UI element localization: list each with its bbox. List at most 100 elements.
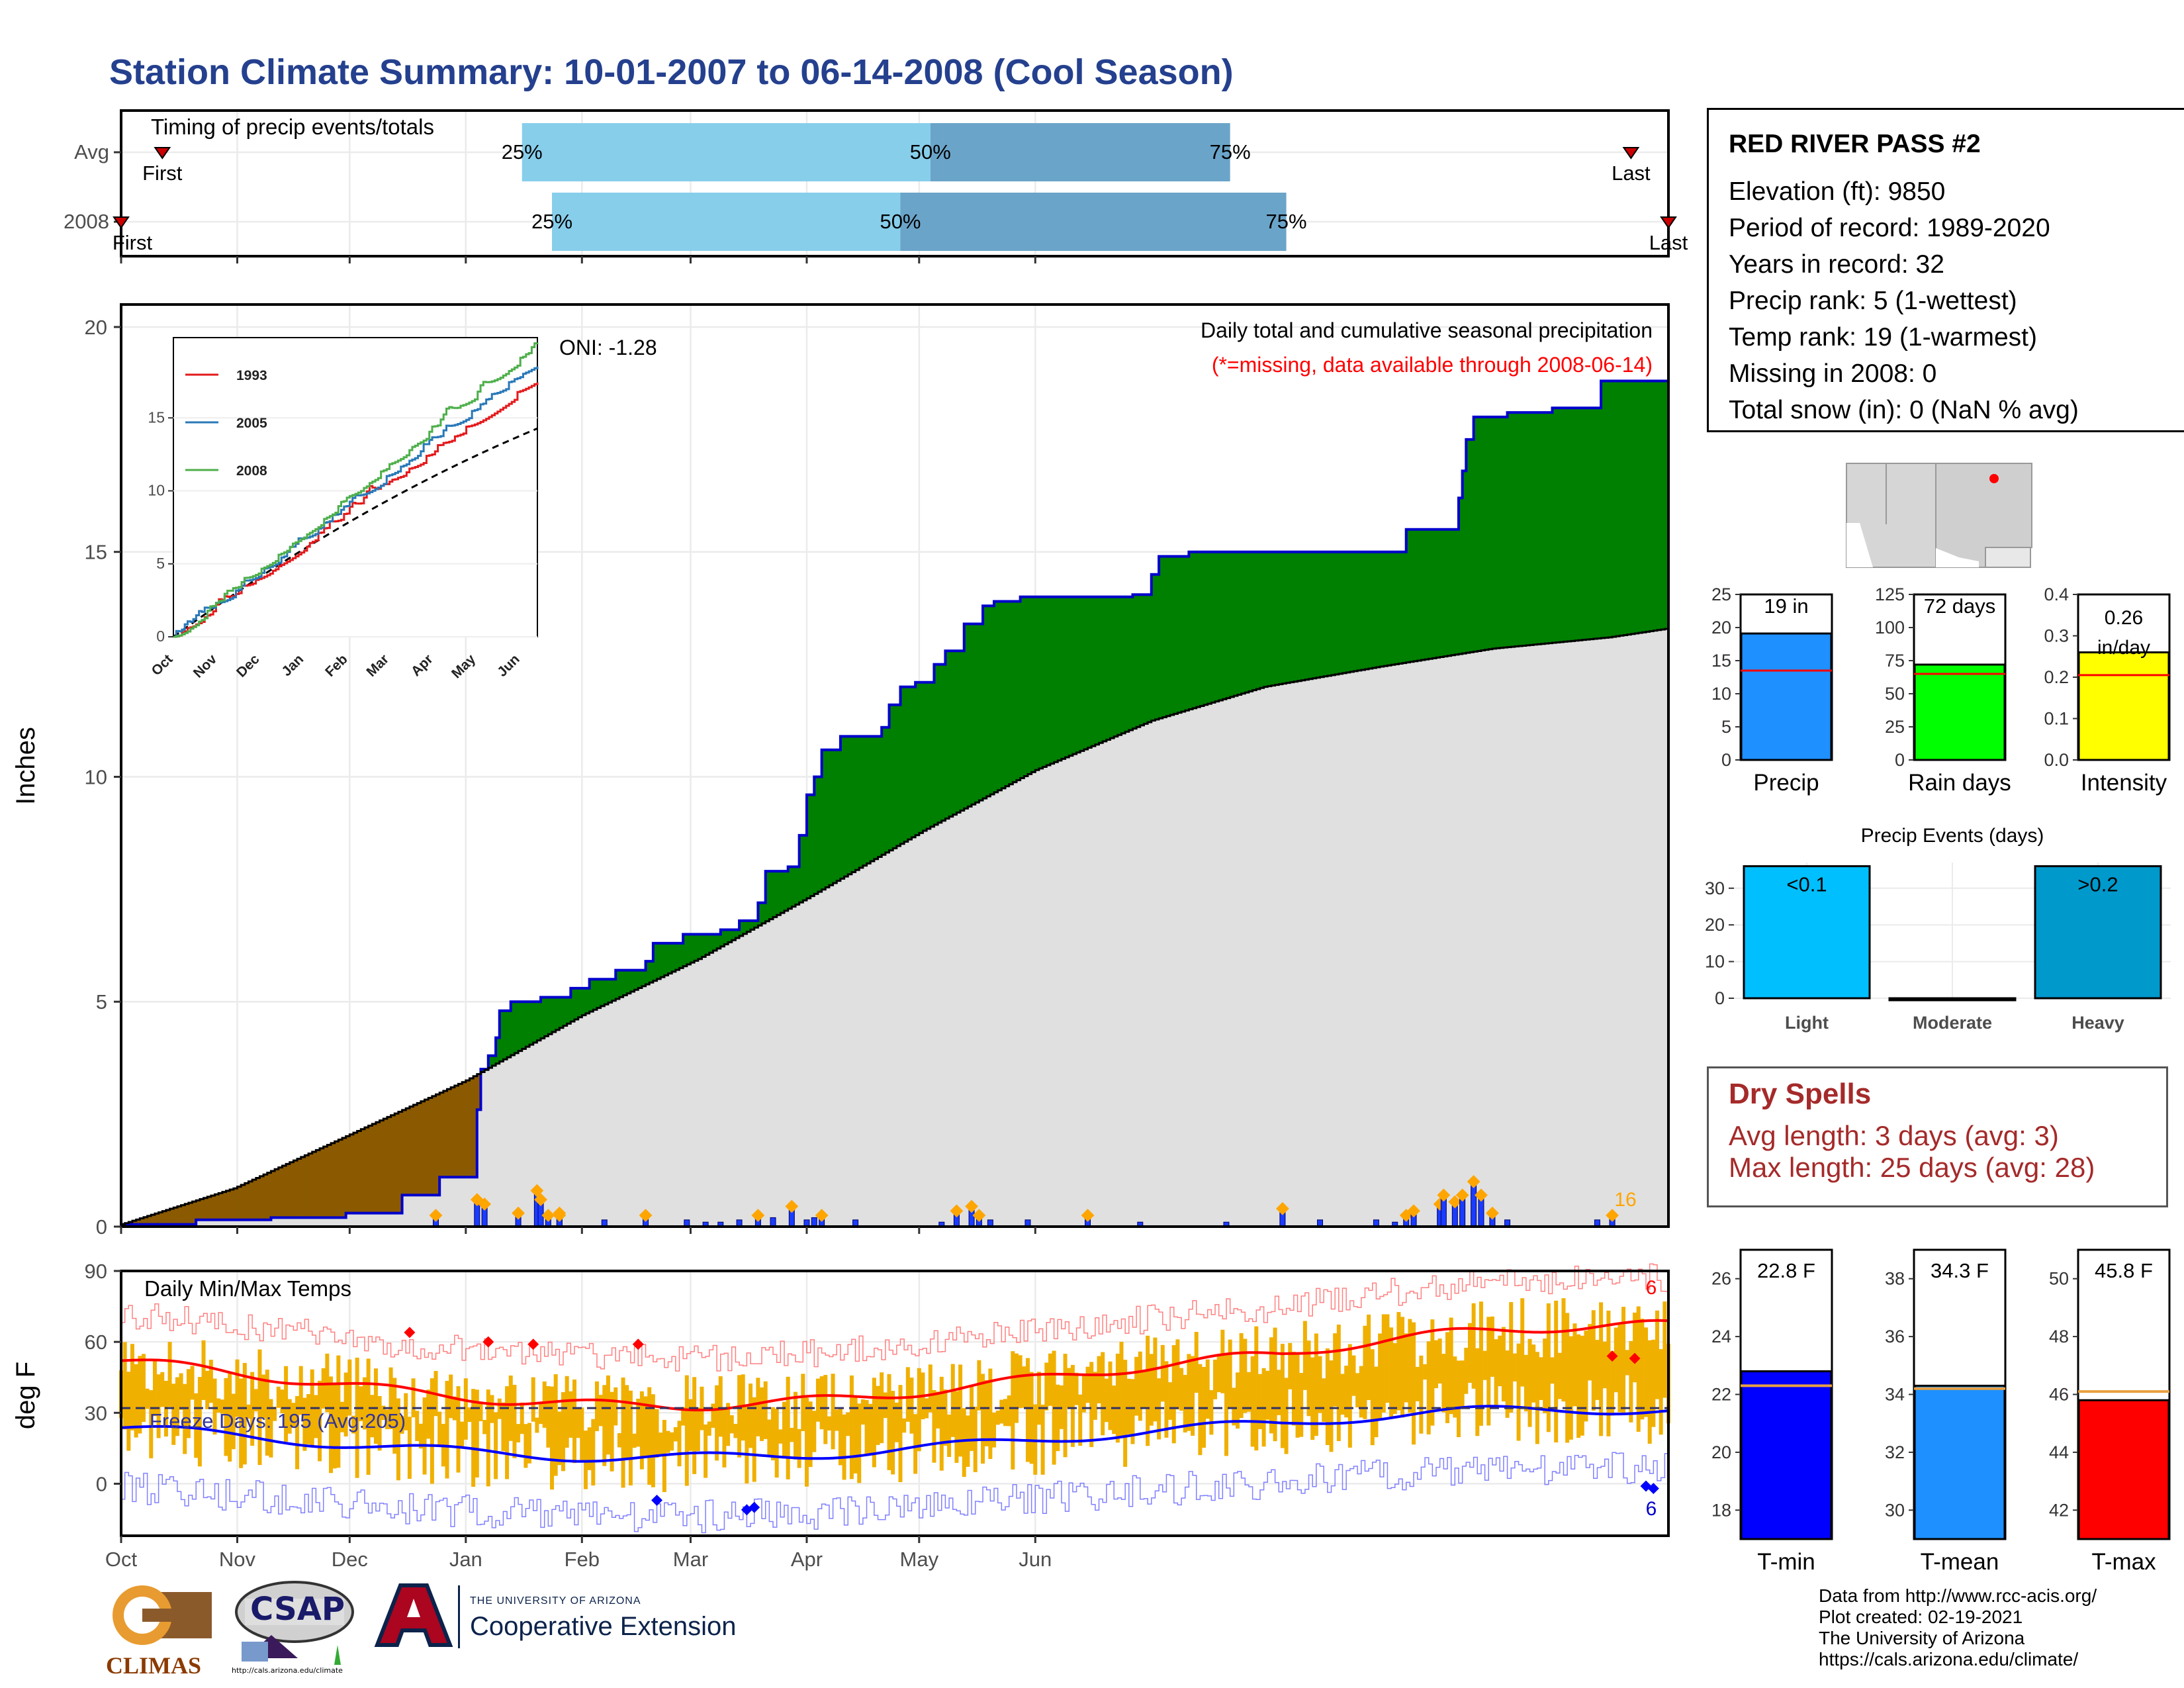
daily-temp-bar <box>1277 1370 1281 1415</box>
cumulative-diff-segment <box>612 979 616 1001</box>
daily-temp-bar <box>396 1398 400 1481</box>
cumulative-diff-segment <box>739 920 744 936</box>
cumulative-diff-segment <box>851 736 856 872</box>
cumulative-diff-segment <box>821 749 826 890</box>
cumulative-diff-segment <box>728 929 733 943</box>
timing-quartile-label: 50% <box>880 210 921 233</box>
daily-temp-bar <box>1584 1330 1588 1422</box>
dry-spells-panel: Dry Spells Avg length: 3 days (avg: 3) M… <box>1707 1066 2168 1207</box>
cumulative-diff-segment <box>1657 381 1662 630</box>
daily-temp-bar <box>265 1370 269 1456</box>
cumulative-diff-segment <box>754 920 758 928</box>
average-cumulative-area <box>121 628 1668 1227</box>
inset-y-tick: 15 <box>148 408 165 426</box>
daily-temp-bar <box>1112 1385 1116 1434</box>
cumulative-diff-segment <box>188 1202 193 1225</box>
daily-temp-bar <box>437 1411 442 1447</box>
daily-temp-bar <box>801 1374 805 1431</box>
daily-temp-bar <box>152 1359 157 1417</box>
daily-temp-bar <box>1471 1303 1476 1389</box>
cumulative-diff-segment <box>1582 408 1587 640</box>
cumulative-diff-segment <box>964 624 968 809</box>
cumulative-diff-segment <box>1125 596 1130 732</box>
daily-temp-bar <box>355 1357 359 1478</box>
daily-temp-bar <box>370 1395 375 1438</box>
daily-temp-bar <box>684 1375 689 1486</box>
events-tick-label: 0 <box>1715 988 1725 1008</box>
cumulative-diff-segment <box>1117 596 1122 735</box>
cumulative-diff-segment <box>1357 551 1362 671</box>
daily-temp-bar <box>314 1395 318 1438</box>
daily-temp-bar <box>520 1402 524 1434</box>
daily-temp-bar <box>1160 1344 1165 1402</box>
inset-legend-label: 1993 <box>236 368 267 383</box>
daily-temp-bar <box>1126 1378 1131 1434</box>
daily-temp-bar <box>1243 1338 1248 1413</box>
daily-temp-bar <box>171 1383 176 1445</box>
daily-temp-bar <box>715 1385 719 1461</box>
cumulative-diff-segment <box>1541 412 1545 644</box>
cumulative-diff-segment <box>1245 551 1250 693</box>
record-high-marker <box>482 1336 494 1348</box>
events-bar-label: <0.1 <box>1786 873 1827 896</box>
cumulative-diff-segment <box>844 736 848 877</box>
cumulative-diff-segment <box>589 979 594 1012</box>
daily-temp-bar <box>1257 1374 1262 1429</box>
cumulative-diff-segment <box>1200 551 1205 706</box>
daily-temp-bar <box>362 1377 367 1430</box>
cumulative-diff-segment <box>709 934 714 953</box>
cumulative-diff-segment <box>837 749 841 881</box>
daily-temp-bar <box>1494 1339 1498 1406</box>
cumulative-diff-segment <box>1514 412 1520 647</box>
daily-temp-bar <box>1250 1356 1255 1447</box>
cumulative-diff-segment <box>334 1141 339 1218</box>
daily-temp-bar <box>1524 1354 1528 1412</box>
climas-emblem-icon <box>113 1585 212 1645</box>
daily-temp-bar <box>677 1421 682 1467</box>
daily-temp-bar <box>902 1418 907 1433</box>
cumulative-diff-segment <box>143 1217 148 1225</box>
daily-temp-bar <box>1146 1335 1150 1446</box>
daily-temp-bar <box>632 1433 637 1448</box>
cumulative-diff-segment <box>510 1002 516 1056</box>
cumulative-diff-segment <box>544 997 549 1037</box>
average-max-line <box>120 1319 1669 1412</box>
temp-summary-tick-label: 20 <box>1711 1442 1731 1462</box>
daily-temp-bar <box>1412 1322 1416 1445</box>
daily-temp-bar <box>1404 1333 1408 1403</box>
cumulative-diff-segment <box>1563 408 1568 642</box>
daily-temp-bar <box>561 1392 565 1472</box>
daily-temp-bar <box>857 1403 862 1483</box>
cumulative-diff-segment <box>968 624 972 807</box>
cumulative-diff-segment <box>1013 601 1017 782</box>
daily-temp-bar <box>1153 1337 1158 1422</box>
daily-temp-bar <box>962 1408 966 1477</box>
daily-temp-bar <box>1295 1354 1300 1438</box>
daily-temp-bar <box>1081 1374 1086 1413</box>
daily-temp-bar <box>1543 1338 1547 1413</box>
daily-temp-bar <box>388 1367 393 1429</box>
csap-label: CSAP <box>250 1591 345 1628</box>
summary-tick-label: 0.2 <box>2044 667 2069 687</box>
cumulative-diff-segment <box>649 961 654 983</box>
cumulative-diff-segment <box>181 1205 185 1225</box>
temp-summary-tick-label: 32 <box>1885 1442 1905 1462</box>
cumulative-diff-segment <box>1619 381 1624 636</box>
average-cumulative-line <box>121 628 1670 1226</box>
daily-precip-marker <box>639 1209 653 1222</box>
daily-temp-bar <box>804 1397 809 1487</box>
cumulative-diff-segment <box>668 943 672 974</box>
station-years: Years in record: 32 <box>1729 250 1944 279</box>
summary-tick-label: 0.1 <box>2044 709 2069 729</box>
temp-tick-label: 30 <box>85 1401 107 1425</box>
cumulative-diff-segment <box>866 736 871 864</box>
cumulative-diff-segment <box>1570 408 1576 641</box>
cumulative-diff-segment <box>1335 551 1340 675</box>
daily-temp-bar <box>501 1402 506 1452</box>
daily-temp-bar <box>430 1378 434 1484</box>
daily-temp-bar <box>122 1342 127 1430</box>
cumulative-diff-segment <box>185 1203 189 1225</box>
daily-temp-bar <box>827 1416 831 1431</box>
cumulative-diff-segment <box>1080 596 1085 751</box>
cumulative-diff-segment <box>1496 416 1500 649</box>
